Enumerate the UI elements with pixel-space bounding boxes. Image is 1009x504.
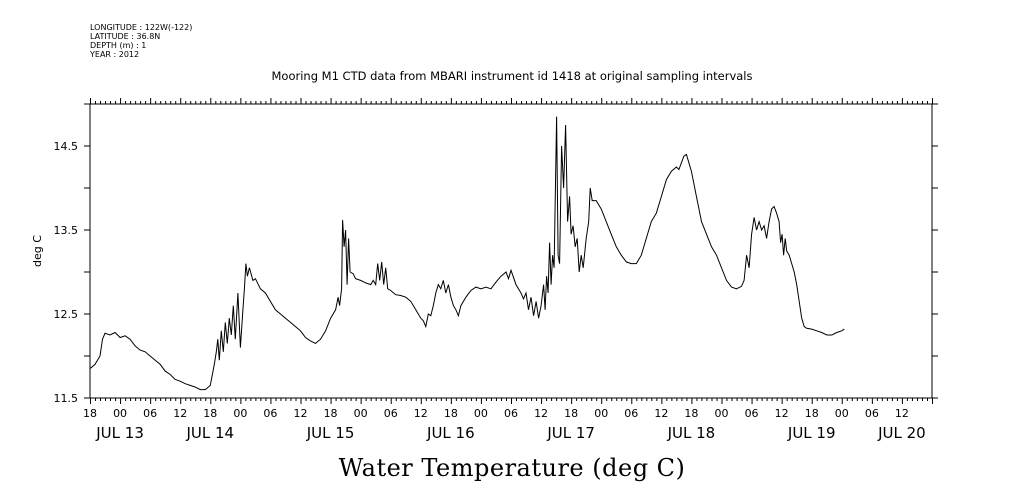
y-tick-label: 13.5 [54, 224, 79, 237]
x-hour-label: 12 [895, 407, 909, 420]
x-hour-label: 12 [173, 407, 187, 420]
x-hour-label: 06 [384, 407, 398, 420]
x-date-label: JUL 14 [185, 424, 234, 442]
x-hour-label: 12 [654, 407, 668, 420]
x-hour-label: 00 [474, 407, 488, 420]
y-axis-label: deg C [31, 235, 44, 267]
x-hour-label: 00 [113, 407, 127, 420]
y-tick-label: 14.5 [54, 140, 79, 153]
x-hour-label: 00 [715, 407, 729, 420]
x-date-label: JUL 18 [667, 424, 716, 442]
x-hour-label: 12 [414, 407, 428, 420]
meta-longitude: LONGITUDE : 122W(-122) [90, 23, 192, 32]
x-hour-label: 06 [143, 407, 157, 420]
y-tick-labels: 11.5 12.5 13.5 14.5 [54, 140, 79, 405]
meta-depth: DEPTH (m) : 1 [90, 41, 146, 50]
meta-year: YEAR : 2012 [89, 50, 139, 59]
x-hour-label: 18 [324, 407, 338, 420]
y-tick-label: 11.5 [54, 392, 79, 405]
axis-ticks [84, 98, 938, 404]
x-hour-label: 00 [835, 407, 849, 420]
x-hour-label: 18 [83, 407, 97, 420]
x-hour-label: 18 [203, 407, 217, 420]
series-line [89, 116, 845, 391]
x-date-label: JUL 19 [787, 424, 836, 442]
x-date-label: JUL 13 [95, 424, 144, 442]
chart-title: Mooring M1 CTD data from MBARI instrumen… [272, 69, 753, 83]
x-hour-label: 12 [775, 407, 789, 420]
x-date-label: JUL 20 [877, 424, 926, 442]
x-hour-label: 06 [263, 407, 277, 420]
metadata-block: LONGITUDE : 122W(-122) LATITUDE : 36.8N … [89, 23, 192, 59]
y-tick-label: 12.5 [54, 308, 79, 321]
x-hour-label: 06 [504, 407, 518, 420]
x-hour-label: 18 [805, 407, 819, 420]
x-hour-label: 00 [594, 407, 608, 420]
x-hour-label: 06 [865, 407, 879, 420]
x-date-label: JUL 17 [546, 424, 595, 442]
x-hour-label: 12 [534, 407, 548, 420]
x-hour-label: 00 [233, 407, 247, 420]
x-axis-label: Water Temperature (deg C) [339, 454, 686, 482]
x-hour-label: 06 [745, 407, 759, 420]
meta-latitude: LATITUDE : 36.8N [90, 32, 160, 41]
x-tick-labels: 18 00 06 12 18 00 06 12 18 00 06 12 18 00 06 12 18 00 06 12… [83, 407, 926, 442]
x-hour-label: 06 [624, 407, 638, 420]
x-date-label: JUL 16 [426, 424, 475, 442]
x-date-label: JUL 15 [306, 424, 355, 442]
x-hour-label: 18 [684, 407, 698, 420]
x-hour-label: 18 [564, 407, 578, 420]
x-hour-label: 00 [354, 407, 368, 420]
x-hour-label: 12 [294, 407, 308, 420]
x-hour-label: 18 [444, 407, 458, 420]
